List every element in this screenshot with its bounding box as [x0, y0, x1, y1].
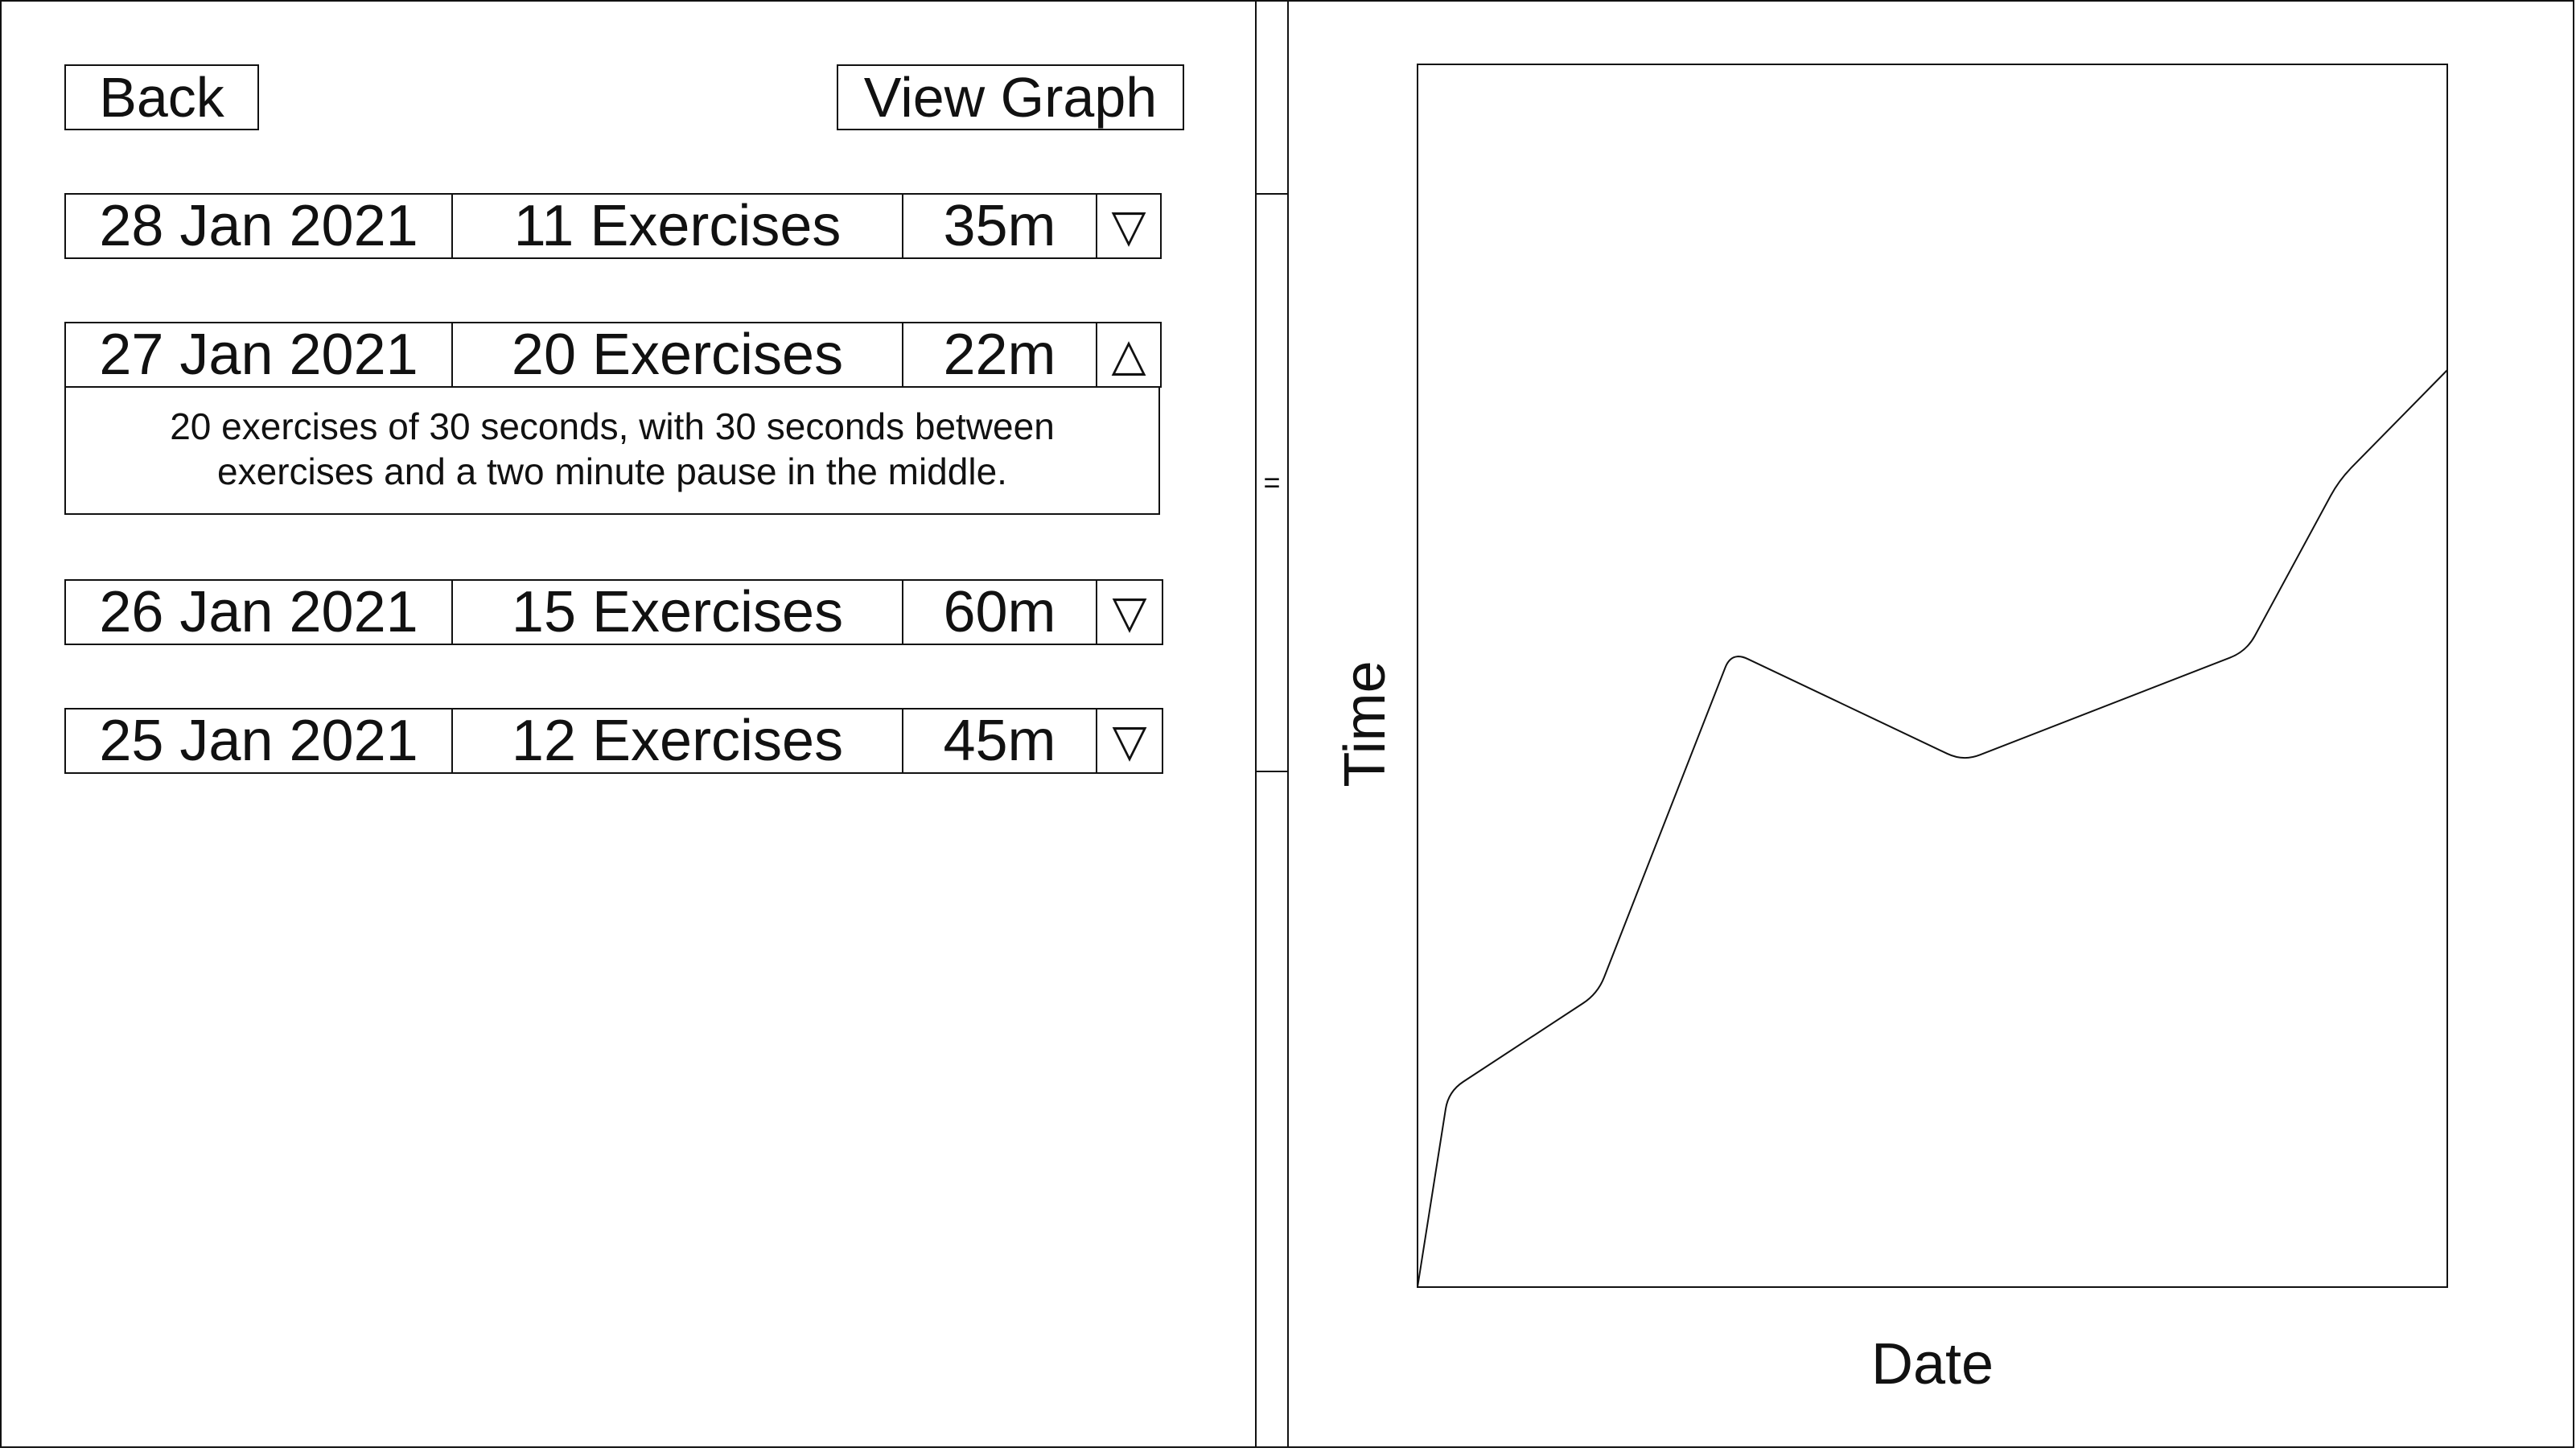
session-duration: 45m	[903, 710, 1097, 772]
session-details: 20 exercises of 30 seconds, with 30 seco…	[64, 388, 1160, 515]
x-axis-label: Date	[1871, 1332, 1994, 1396]
session-duration: 60m	[903, 581, 1097, 644]
expand-toggle-icon[interactable]: ▽	[1112, 586, 1147, 637]
scrollbar-handle[interactable]: =	[1255, 193, 1289, 772]
session-date: 27 Jan 2021	[66, 323, 453, 386]
series-layer	[1417, 369, 2448, 1288]
panel-divider-scrollbar[interactable]: =	[1255, 0, 1289, 1448]
view-graph-button[interactable]: View Graph	[837, 64, 1184, 130]
expand-toggle-icon[interactable]: ▽	[1112, 715, 1147, 766]
session-date: 26 Jan 2021	[66, 581, 453, 644]
back-button[interactable]: Back	[64, 64, 259, 130]
session-exercise-count: 11 Exercises	[453, 195, 903, 257]
session-duration: 35m	[903, 195, 1097, 257]
session-date: 25 Jan 2021	[66, 710, 453, 772]
graph-panel: Time Date	[1289, 0, 2574, 1448]
series-line-0	[1417, 369, 2448, 1288]
collapse-toggle-icon[interactable]: △	[1111, 329, 1146, 380]
sessions-panel: Back View Graph 28 Jan 2021 11 Exercises…	[0, 0, 1255, 1448]
session-exercise-count: 12 Exercises	[453, 710, 903, 772]
session-exercise-count: 20 Exercises	[453, 323, 903, 386]
grip-icon: =	[1263, 466, 1281, 499]
session-row[interactable]: 25 Jan 2021 12 Exercises 45m ▽	[64, 708, 1163, 774]
session-exercise-count: 15 Exercises	[453, 581, 903, 644]
session-row[interactable]: 27 Jan 2021 20 Exercises 22m △	[64, 322, 1162, 388]
y-axis-label: Time	[1333, 660, 1397, 787]
session-row[interactable]: 26 Jan 2021 15 Exercises 60m ▽	[64, 579, 1163, 645]
session-duration: 22m	[903, 323, 1097, 386]
session-date: 28 Jan 2021	[66, 195, 453, 257]
plot-area	[1417, 64, 2448, 1288]
expand-toggle-icon[interactable]: ▽	[1111, 200, 1146, 251]
session-row[interactable]: 28 Jan 2021 11 Exercises 35m ▽	[64, 193, 1162, 259]
time-by-date-chart: Time Date	[1333, 64, 2448, 1396]
